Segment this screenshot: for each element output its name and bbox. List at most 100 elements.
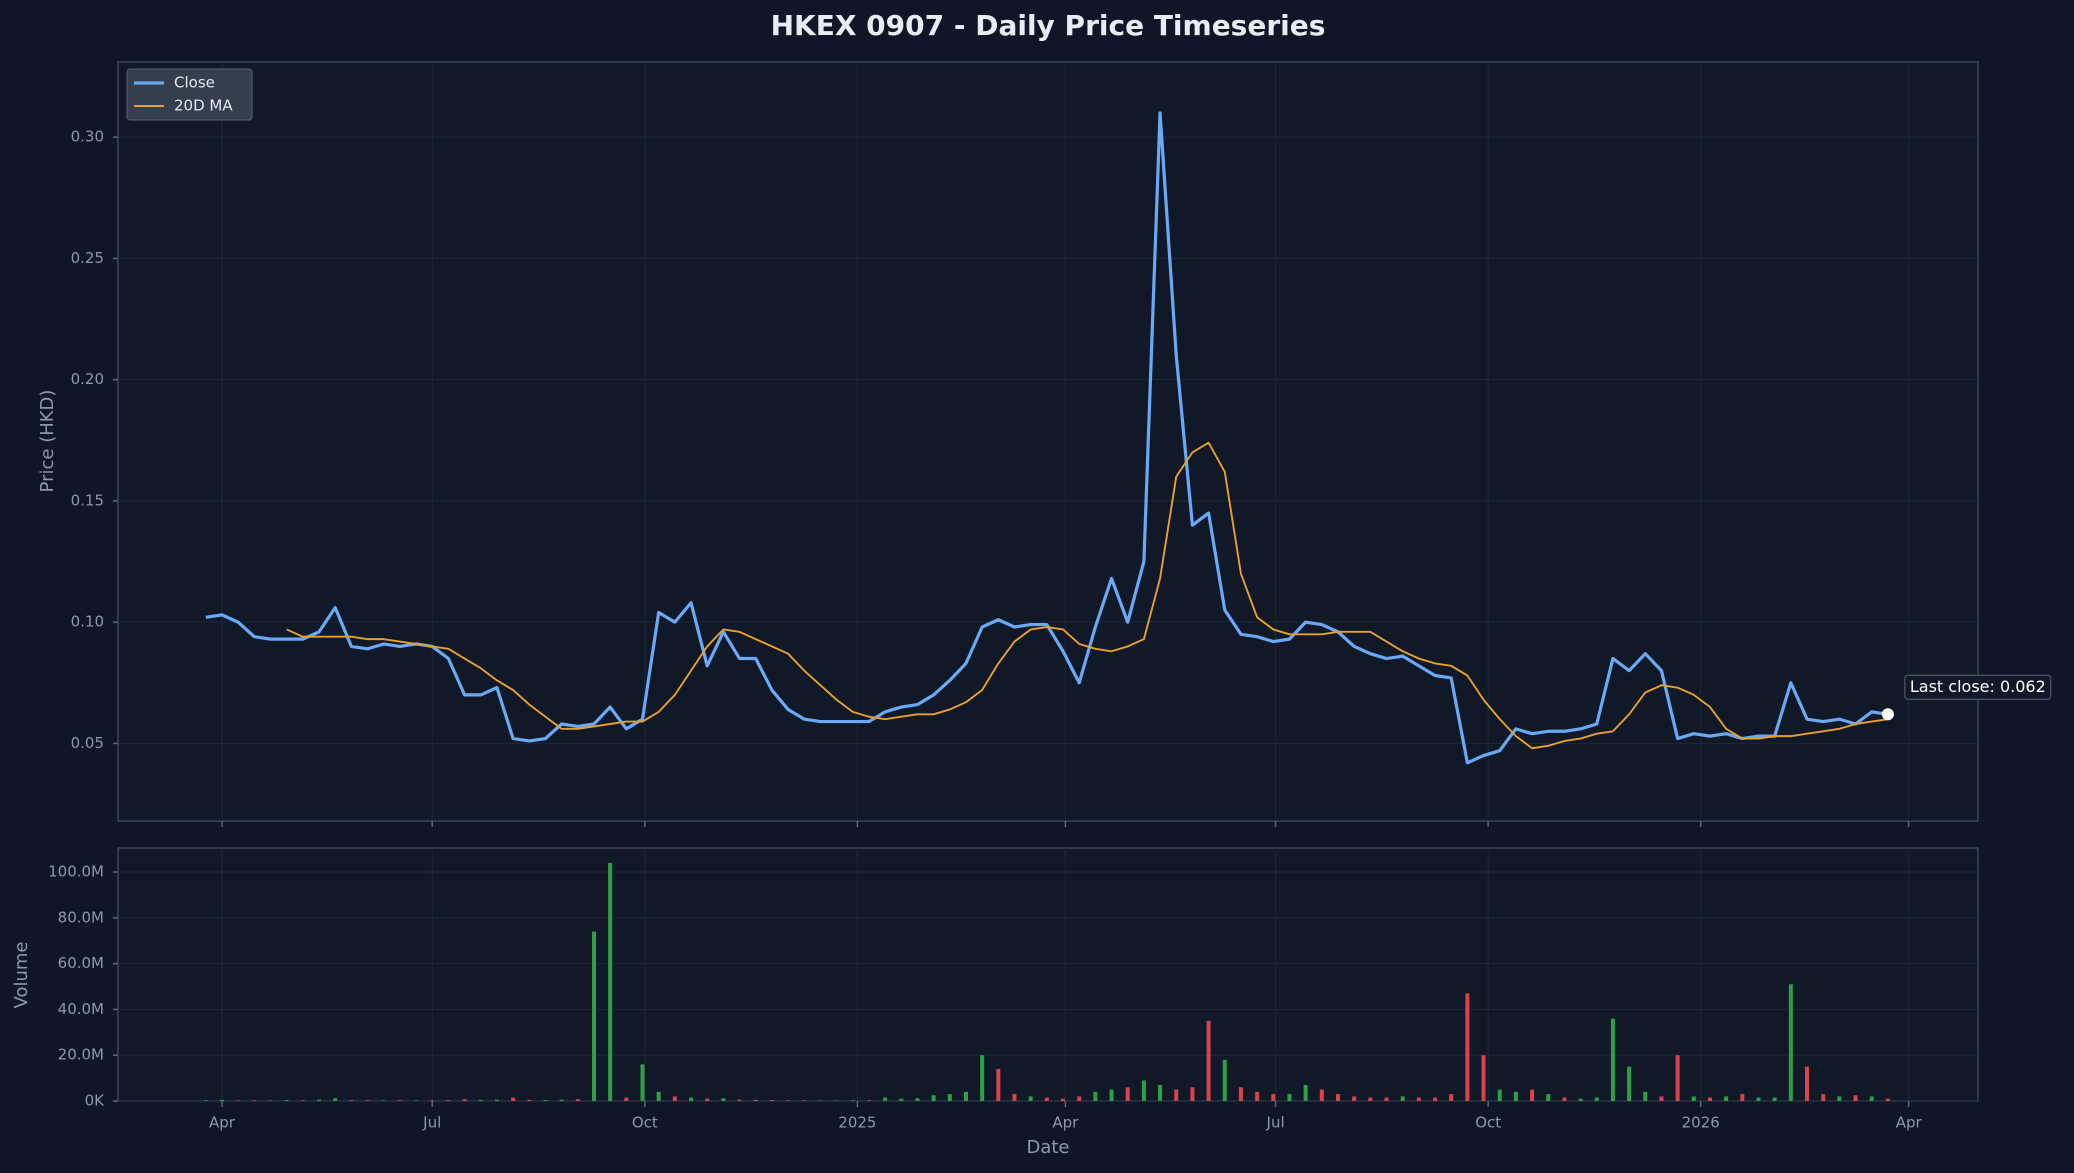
- volume-bar: [980, 1055, 985, 1101]
- volume-bar: [1643, 1091, 1648, 1101]
- volume-bar: [527, 1099, 532, 1101]
- volume-bar: [333, 1098, 338, 1101]
- volume-bar: [866, 1100, 871, 1101]
- volume-bar: [1724, 1096, 1729, 1101]
- volume-bar: [511, 1097, 516, 1101]
- volume-bar: [1238, 1087, 1243, 1101]
- volume-bar: [1481, 1055, 1486, 1101]
- volume-bar: [1465, 993, 1470, 1101]
- x-tick-label: Oct: [632, 1114, 658, 1132]
- volume-bar: [996, 1068, 1001, 1101]
- volume-bar: [494, 1099, 499, 1101]
- volume-tick-label: 100.0M: [48, 863, 104, 881]
- volume-bar: [656, 1091, 661, 1101]
- y-axis-label: Price (HKD): [37, 390, 58, 493]
- volume-bar: [1077, 1096, 1082, 1101]
- volume-bar: [462, 1099, 467, 1101]
- volume-bar: [365, 1100, 370, 1101]
- volume-bar: [737, 1099, 742, 1101]
- volume-bar: [219, 1099, 224, 1101]
- y-tick-label: 0.25: [71, 249, 104, 267]
- volume-bar: [446, 1100, 451, 1101]
- legend: Close 20D MA: [126, 68, 253, 121]
- volume-bar: [397, 1100, 402, 1101]
- volume-bar: [349, 1100, 354, 1101]
- volume-bar: [1335, 1094, 1340, 1101]
- volume-axis-label: Volume: [11, 942, 32, 1009]
- volume-bar: [1141, 1080, 1146, 1101]
- price-panel: [117, 61, 1979, 822]
- volume-bar: [1352, 1096, 1357, 1101]
- marks: [203, 111, 1890, 1101]
- volume-bar: [1821, 1094, 1826, 1101]
- annotation-box: [1904, 674, 2052, 700]
- volume-bar: [689, 1097, 694, 1101]
- y-tick-label: 0.15: [71, 491, 104, 509]
- volume-bar: [1449, 1094, 1454, 1101]
- x-tick-label: Apr: [209, 1114, 236, 1132]
- volume-bar: [1885, 1098, 1890, 1101]
- volume-bar: [963, 1091, 968, 1101]
- volume-tick-label: 80.0M: [58, 908, 104, 926]
- volume-bar: [1368, 1097, 1373, 1101]
- volume-tick-label: 0K: [85, 1092, 106, 1110]
- volume-bar: [1610, 1018, 1615, 1101]
- volume-bar: [1869, 1096, 1874, 1101]
- volume-bar: [1513, 1091, 1518, 1101]
- volume-bar: [1627, 1066, 1632, 1101]
- volume-bar: [1384, 1097, 1389, 1101]
- volume-bar: [478, 1099, 483, 1101]
- series-line: [205, 111, 1889, 765]
- volume-bar: [1028, 1096, 1033, 1101]
- volume-bar: [1125, 1087, 1130, 1101]
- volume-bar: [1853, 1095, 1858, 1101]
- volume-bar: [1303, 1084, 1308, 1101]
- volume-bar: [931, 1095, 936, 1101]
- volume-bar: [1691, 1096, 1696, 1101]
- volume-bar: [769, 1100, 774, 1101]
- volume-bar: [802, 1100, 807, 1101]
- legend-label: 20D MA: [174, 97, 233, 115]
- volume-bar: [1093, 1091, 1098, 1101]
- volume-bar: [1206, 1020, 1211, 1101]
- y-tick-label: 0.20: [71, 370, 104, 388]
- y-tick-label: 0.30: [71, 128, 104, 146]
- volume-bar: [883, 1097, 888, 1101]
- volume-bar: [1255, 1091, 1260, 1101]
- annotation: Last close: 0.062: [1910, 677, 2046, 696]
- volume-tick-label: 40.0M: [58, 1000, 104, 1018]
- volume-tick-label: 20.0M: [58, 1046, 104, 1064]
- y-tick-label: 0.05: [71, 734, 104, 752]
- volume-bar: [753, 1099, 758, 1101]
- volume-bar: [1109, 1089, 1114, 1101]
- x-tick-label: 2026: [1682, 1114, 1720, 1132]
- volume-bar: [705, 1098, 710, 1101]
- volume-bar: [915, 1098, 920, 1101]
- volume-bar: [1788, 984, 1793, 1101]
- volume-bar: [1659, 1096, 1664, 1101]
- volume-bar: [1497, 1089, 1502, 1101]
- volume-bar: [786, 1100, 791, 1101]
- volume-bar: [721, 1098, 726, 1101]
- volume-bar: [1400, 1096, 1405, 1101]
- volume-bar: [1756, 1097, 1761, 1101]
- volume-bar: [1675, 1055, 1680, 1101]
- volume-bar: [1158, 1084, 1163, 1101]
- volume-bar: [1287, 1094, 1292, 1101]
- volume-bar: [947, 1094, 952, 1101]
- volume-bar: [430, 1100, 435, 1101]
- volume-bar: [850, 1100, 855, 1101]
- volume-bar: [591, 931, 596, 1101]
- volume-bar: [1594, 1097, 1599, 1101]
- volume-bar: [899, 1098, 904, 1101]
- volume-bar: [1562, 1097, 1567, 1101]
- volume-bar: [672, 1096, 677, 1101]
- volume-bar: [1061, 1098, 1066, 1101]
- x-tick-label: Jul: [1266, 1114, 1285, 1132]
- x-tick-label: Apr: [1896, 1114, 1923, 1132]
- x-tick-label: Apr: [1052, 1114, 1079, 1132]
- volume-bar: [559, 1099, 564, 1101]
- volume-bar: [203, 1100, 208, 1101]
- volume-bar: [1222, 1059, 1227, 1101]
